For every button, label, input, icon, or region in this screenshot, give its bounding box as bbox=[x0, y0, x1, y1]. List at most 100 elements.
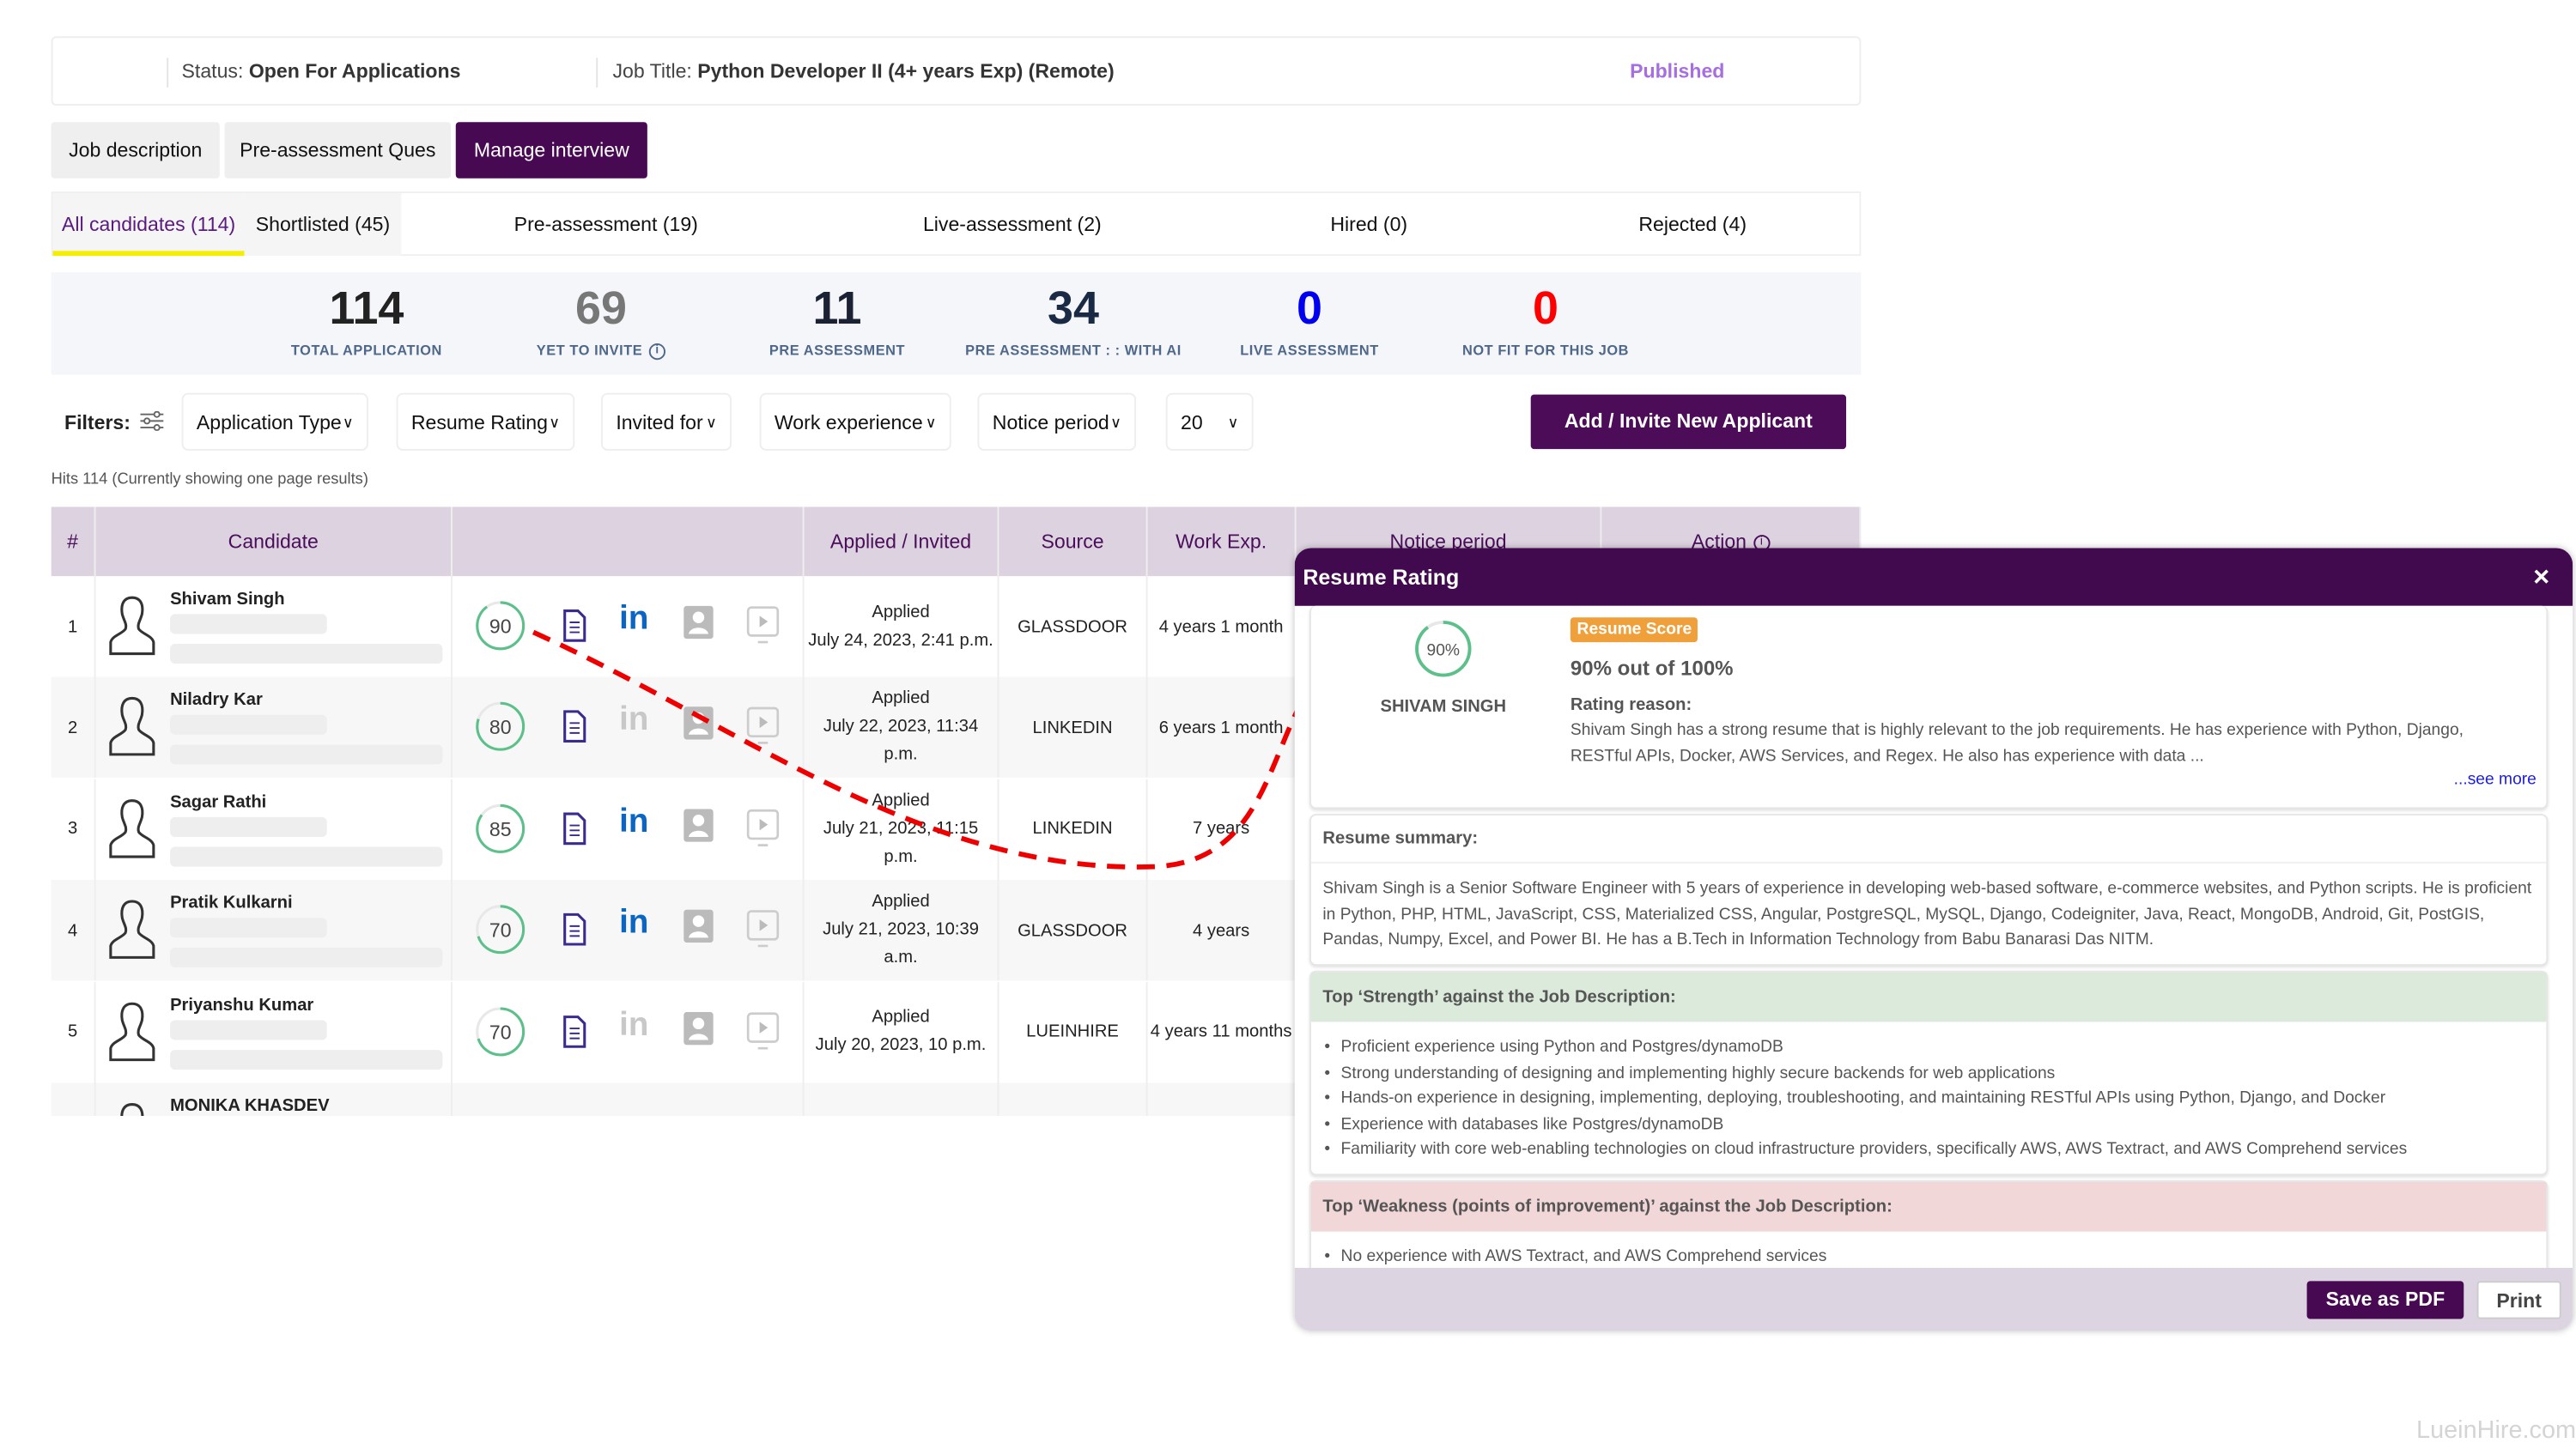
applied-status: Applied bbox=[872, 688, 930, 709]
dropdown-label: Invited for bbox=[616, 410, 703, 434]
contact-card-icon[interactable] bbox=[683, 706, 714, 741]
applied-date: July 21, 2023, 11:15 p.m. bbox=[823, 818, 979, 867]
filter-dropdown-5[interactable]: 20 ∨ bbox=[1165, 392, 1254, 452]
play-video-icon[interactable] bbox=[746, 1011, 780, 1051]
subtab-all-candidates[interactable]: All candidates (114) bbox=[52, 193, 245, 257]
contact-card-icon[interactable] bbox=[683, 909, 714, 943]
weaknesses-list: No experience with AWS Textract, and AWS… bbox=[1311, 1232, 2546, 1284]
avatar-icon bbox=[109, 900, 155, 960]
play-video-icon[interactable] bbox=[746, 707, 780, 747]
contact-card-icon[interactable] bbox=[683, 808, 714, 842]
work-exp-cell: 4 years bbox=[1148, 880, 1297, 981]
work-exp-cell bbox=[1148, 1082, 1297, 1117]
linkedin-icon[interactable]: in bbox=[619, 905, 649, 942]
status: Status: Open For Applications bbox=[181, 59, 461, 83]
score-ring[interactable]: 70 bbox=[474, 903, 527, 956]
stat-value: 34 bbox=[1048, 282, 1099, 334]
stat-2: 11 PRE ASSESSMENT bbox=[705, 282, 969, 358]
save-as-pdf-button[interactable]: Save as PDF bbox=[2306, 1281, 2464, 1319]
chevron-down-icon: ∨ bbox=[1227, 414, 1239, 431]
play-video-icon[interactable] bbox=[746, 606, 780, 646]
column-header-4[interactable]: Source bbox=[999, 506, 1148, 577]
resume-score-badge: Resume Score bbox=[1570, 617, 1698, 643]
score-card: 90% SHIVAM SINGH Resume Score 90% out of… bbox=[1309, 605, 2549, 809]
resume-document-icon[interactable] bbox=[563, 1015, 586, 1048]
add-invite-applicant-button[interactable]: Add / Invite New Applicant bbox=[1530, 394, 1847, 450]
resume-document-icon[interactable] bbox=[563, 812, 586, 845]
stat-label-text: LIVE ASSESSMENT bbox=[1240, 342, 1379, 359]
modal-title: Resume Rating bbox=[1303, 564, 1460, 590]
filter-dropdown-4[interactable]: Notice period ∨ bbox=[977, 392, 1137, 452]
candidate-cell[interactable]: Sagar Rathi bbox=[96, 779, 453, 880]
applied-cell: Applied July 20, 2023, 10 p.m. bbox=[805, 981, 999, 1082]
score-ring[interactable]: 85 bbox=[474, 802, 527, 855]
filter-dropdown-0[interactable]: Application Type ∨ bbox=[181, 392, 368, 452]
resume-document-icon[interactable] bbox=[563, 711, 586, 743]
linkedin-icon[interactable]: in bbox=[619, 803, 649, 840]
column-header-1[interactable]: Candidate bbox=[95, 506, 453, 577]
avatar-icon bbox=[120, 1103, 144, 1117]
candidate-cell[interactable]: Shivam Singh bbox=[96, 576, 453, 677]
placeholder-bar bbox=[170, 816, 327, 837]
stat-3: 34 PRE ASSESSMENT : : WITH AI bbox=[941, 282, 1206, 358]
tab-pre-assessment-ques[interactable]: Pre-assessment Ques bbox=[224, 122, 452, 179]
filter-dropdown-3[interactable]: Work experience ∨ bbox=[759, 392, 951, 452]
svg-text:85: 85 bbox=[489, 818, 512, 840]
sliders-icon[interactable] bbox=[141, 410, 165, 432]
subtab-pre-assessment[interactable]: Pre-assessment (19) bbox=[513, 213, 698, 237]
score-ring[interactable]: 90 bbox=[474, 599, 527, 652]
subtab-shortlisted[interactable]: Shortlisted (45) bbox=[244, 193, 402, 257]
print-button[interactable]: Print bbox=[2476, 1281, 2561, 1319]
play-video-icon[interactable] bbox=[746, 809, 780, 848]
candidate-name[interactable]: Pratik Kulkarni bbox=[170, 893, 293, 913]
list-item: Proficient experience using Python and P… bbox=[1322, 1035, 2535, 1061]
svg-text:90%: 90% bbox=[1427, 641, 1460, 659]
filter-dropdown-1[interactable]: Resume Rating ∨ bbox=[396, 392, 575, 452]
subtab-live-assessment[interactable]: Live-assessment (2) bbox=[922, 213, 1102, 237]
resume-document-icon[interactable] bbox=[563, 609, 586, 642]
header-label: Source bbox=[1041, 530, 1104, 554]
score-ring[interactable]: 70 bbox=[474, 1004, 527, 1058]
candidate-name[interactable]: Shivam Singh bbox=[170, 589, 285, 609]
candidate-name[interactable]: Priyanshu Kumar bbox=[170, 994, 314, 1015]
stat-4: 0 LIVE ASSESSMENT bbox=[1177, 282, 1442, 358]
resume-document-icon[interactable] bbox=[563, 913, 586, 946]
column-header-5[interactable]: Work Exp. bbox=[1147, 506, 1297, 577]
published-status[interactable]: Published bbox=[1630, 59, 1725, 83]
status-value: Open For Applications bbox=[248, 59, 461, 83]
subtab-rejected[interactable]: Rejected (4) bbox=[1638, 213, 1747, 237]
close-icon[interactable]: × bbox=[2533, 561, 2550, 593]
stat-1: 69 YET TO INVITE i bbox=[469, 282, 733, 360]
filter-dropdown-2[interactable]: Invited for ∨ bbox=[601, 392, 732, 452]
candidate-cell[interactable]: Priyanshu Kumar bbox=[96, 981, 453, 1082]
applied-cell: Applied July 21, 2023, 10:39 a.m. bbox=[805, 880, 999, 981]
linkedin-icon[interactable]: in bbox=[619, 702, 649, 739]
linkedin-icon[interactable]: in bbox=[619, 1006, 649, 1043]
see-more-link[interactable]: ...see more bbox=[2453, 771, 2537, 790]
list-item: Strong understanding of designing and im… bbox=[1322, 1061, 2535, 1087]
chevron-down-icon: ∨ bbox=[1110, 414, 1121, 431]
candidate-name[interactable]: Sagar Rathi bbox=[170, 791, 267, 812]
candidate-name[interactable]: Niladry Kar bbox=[170, 690, 263, 711]
tab-job-description[interactable]: Job description bbox=[51, 122, 220, 179]
contact-card-icon[interactable] bbox=[683, 605, 714, 640]
work-exp-cell: 6 years 1 month bbox=[1148, 677, 1297, 779]
candidate-cell[interactable]: Pratik Kulkarni bbox=[96, 880, 453, 981]
header-label: Work Exp. bbox=[1176, 530, 1267, 554]
tab-manage-interview[interactable]: Manage interview bbox=[455, 122, 647, 179]
candidate-name[interactable]: MONIKA KHASDEV bbox=[170, 1095, 330, 1117]
info-icon[interactable]: i bbox=[648, 343, 666, 360]
stat-value: 114 bbox=[329, 282, 404, 334]
placeholder-bar bbox=[170, 715, 327, 736]
contact-card-icon[interactable] bbox=[683, 1011, 714, 1045]
subtab-hired[interactable]: Hired (0) bbox=[1330, 213, 1408, 237]
linkedin-icon[interactable]: in bbox=[619, 601, 649, 638]
candidate-cell[interactable]: MONIKA KHASDEV bbox=[96, 1082, 453, 1117]
play-video-icon[interactable] bbox=[746, 910, 780, 949]
candidate-cell[interactable]: Niladry Kar bbox=[96, 677, 453, 779]
column-header-3[interactable]: Applied / Invited bbox=[804, 506, 999, 577]
applied-cell: Applied July 24, 2023, 2:41 p.m. bbox=[805, 576, 999, 677]
score-ring[interactable]: 80 bbox=[474, 700, 527, 754]
avatar-icon bbox=[109, 798, 155, 858]
stat-5: 0 NOT FIT FOR THIS JOB bbox=[1413, 282, 1678, 358]
